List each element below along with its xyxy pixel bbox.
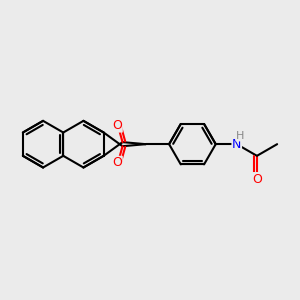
Text: O: O: [112, 156, 122, 170]
Text: H: H: [236, 131, 244, 141]
Text: N: N: [232, 138, 242, 151]
Text: O: O: [252, 173, 262, 186]
Text: O: O: [112, 119, 122, 132]
